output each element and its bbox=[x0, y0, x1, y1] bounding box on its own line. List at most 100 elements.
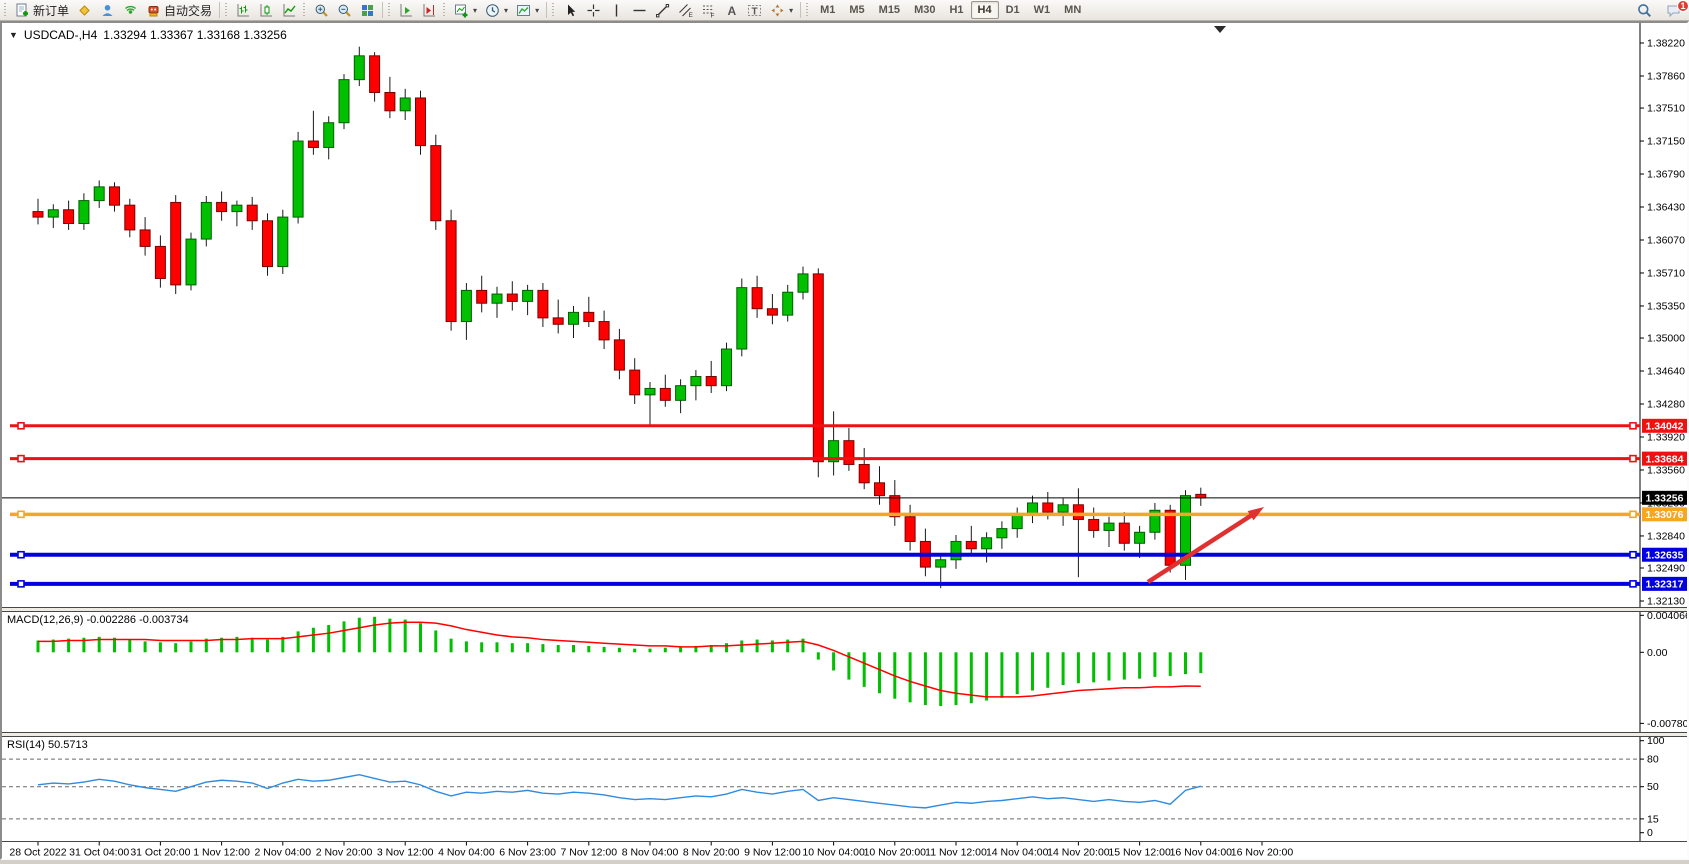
price-tag: 1.33076 bbox=[1642, 507, 1687, 522]
price-chart-pane[interactable]: 1.38220 1.37860 1.37510 1.37150 1.36790 1.364… bbox=[2, 23, 1687, 607]
signals-button[interactable] bbox=[119, 0, 142, 20]
new-chart-button[interactable]: ▾ bbox=[450, 0, 481, 20]
metaeditor-button[interactable] bbox=[73, 0, 96, 20]
zoom-in-icon bbox=[315, 4, 328, 17]
time-axis-label: 1 Nov 12:00 bbox=[193, 847, 250, 859]
vertical-line-button[interactable] bbox=[605, 0, 628, 20]
autotrading-button[interactable]: 自动交易 bbox=[142, 0, 216, 20]
tile-windows-button[interactable] bbox=[356, 0, 379, 20]
candlestick-chart-icon bbox=[260, 3, 273, 16]
svg-text:A: A bbox=[728, 4, 737, 18]
timeframe-mn-button[interactable]: MN bbox=[1064, 4, 1082, 16]
new-order-button[interactable]: 新订单 bbox=[11, 0, 73, 20]
pane-splitter-2[interactable] bbox=[2, 732, 1687, 737]
community-button[interactable] bbox=[96, 0, 119, 20]
text-icon: A bbox=[728, 4, 737, 18]
timeframe-m30-button[interactable]: M30 bbox=[914, 4, 936, 16]
rsi-canvas[interactable]: 100 80 50 15 0 bbox=[2, 735, 1687, 841]
chart-window: 1.38220 1.37860 1.37510 1.37150 1.36790 1.364… bbox=[0, 21, 1689, 860]
search-button[interactable] bbox=[1633, 1, 1656, 21]
time-axis-label: 7 Nov 12:00 bbox=[560, 847, 617, 859]
cursor-button[interactable] bbox=[559, 0, 582, 20]
periods-button[interactable]: ▾ bbox=[481, 0, 512, 20]
timeframe-m1-button[interactable]: M1 bbox=[820, 4, 836, 16]
pane-splitter[interactable] bbox=[2, 607, 1687, 612]
rsi-pane[interactable]: 100 80 50 15 0 RSI(14) 50.5713 bbox=[2, 735, 1687, 841]
line-chart-button[interactable] bbox=[278, 0, 301, 20]
notifications-button[interactable]: 1 bbox=[1662, 0, 1689, 21]
macd-label: MACD(12,26,9) -0.002286 -0.003734 bbox=[7, 614, 189, 626]
trend-arrow-annotation[interactable] bbox=[1146, 507, 1264, 584]
vline-icon bbox=[615, 4, 618, 16]
toolbar-grip bbox=[552, 3, 557, 17]
timeframe-w1-button[interactable]: W1 bbox=[1033, 4, 1051, 16]
zoom-out-button[interactable] bbox=[333, 0, 356, 20]
svg-text:1.32317: 1.32317 bbox=[1646, 579, 1684, 591]
hline-1.34042[interactable] bbox=[10, 422, 1640, 430]
text-button[interactable]: A bbox=[720, 0, 743, 20]
chart-dropdown-icon[interactable]: ▼ bbox=[9, 30, 18, 40]
price-tick-label: 1.35710 bbox=[1647, 267, 1685, 279]
time-axis-label: 28 Oct 2022 bbox=[9, 847, 66, 859]
hline-1.33684[interactable] bbox=[10, 454, 1640, 463]
search-icon bbox=[1638, 4, 1652, 18]
timeframe-m5-button[interactable]: M5 bbox=[849, 4, 865, 16]
hline-1.32317[interactable] bbox=[10, 580, 1640, 588]
hline-1.33076[interactable] bbox=[10, 510, 1640, 519]
svg-text:1.32635: 1.32635 bbox=[1646, 550, 1684, 562]
chart-shift-button[interactable] bbox=[418, 0, 441, 20]
equidistant-channel-button[interactable]: E bbox=[674, 0, 697, 20]
time-axis-label: 3 Nov 12:00 bbox=[377, 847, 434, 859]
timeframe-group: M1 M5 M15 M30 H1 H4 D1 W1 MN bbox=[813, 0, 1088, 20]
clock-icon bbox=[486, 3, 499, 17]
macd-canvas[interactable]: 0.004066 0.00 -0.007809 bbox=[2, 610, 1689, 732]
rsi-label: RSI(14) 50.5713 bbox=[7, 739, 88, 751]
channel-icon: E bbox=[679, 3, 693, 18]
time-axis-label: 2 Nov 20:00 bbox=[316, 847, 373, 859]
candlestick-chart-button[interactable] bbox=[255, 0, 278, 20]
time-axis-label: 9 Nov 12:00 bbox=[744, 847, 801, 859]
zoom-in-button[interactable] bbox=[310, 0, 333, 20]
price-tick-label: 1.32490 bbox=[1647, 563, 1685, 575]
macd-pane[interactable]: 0.004066 0.00 -0.007809 MACD(12,26,9) -0.0… bbox=[2, 610, 1689, 732]
toolbar-grip bbox=[806, 3, 811, 17]
time-axis[interactable]: 28 Oct 2022 31 Oct 04:00 31 Oct 20:00 1 Nov… bbox=[2, 841, 1687, 859]
timeframe-h1-button[interactable]: H1 bbox=[949, 4, 964, 16]
price-tick-label: 1.38220 bbox=[1647, 38, 1685, 50]
auto-scroll-button[interactable] bbox=[395, 0, 418, 20]
chart-shift-marker[interactable] bbox=[1214, 26, 1226, 33]
svg-text:F: F bbox=[711, 12, 715, 18]
bar-chart-button[interactable] bbox=[232, 0, 255, 20]
profiles-button[interactable]: ▾ bbox=[512, 0, 543, 20]
price-tag: 1.33684 bbox=[1642, 451, 1687, 466]
time-axis-label: 14 Nov 04:00 bbox=[986, 847, 1049, 859]
hline-icon bbox=[633, 9, 646, 11]
trendline-button[interactable] bbox=[651, 0, 674, 20]
time-axis-label: 10 Nov 20:00 bbox=[864, 847, 927, 859]
horizontal-line-button[interactable] bbox=[628, 0, 651, 20]
timeframe-h4-button[interactable]: H4 bbox=[970, 1, 999, 19]
text-label-button[interactable]: T bbox=[743, 0, 766, 20]
profiles-icon bbox=[517, 4, 531, 16]
arrows-button[interactable]: ▾ bbox=[766, 0, 797, 20]
macd-histogram bbox=[36, 616, 1203, 706]
svg-text:1.33076: 1.33076 bbox=[1646, 509, 1684, 521]
time-axis-label: 10 Nov 04:00 bbox=[802, 847, 865, 859]
toolbar-separator bbox=[382, 2, 384, 18]
crosshair-button[interactable] bbox=[582, 0, 605, 20]
svg-text:0.004066: 0.004066 bbox=[1647, 612, 1687, 622]
toolbar-grip bbox=[303, 3, 308, 17]
trade-group: 新订单 自动交易 bbox=[11, 0, 216, 20]
price-chart-canvas[interactable]: 1.38220 1.37860 1.37510 1.37150 1.36790 1.364… bbox=[2, 23, 1687, 607]
fibonacci-button[interactable]: F bbox=[697, 0, 720, 20]
svg-text:1.34042: 1.34042 bbox=[1646, 421, 1684, 433]
hline-1.32635[interactable] bbox=[10, 550, 1640, 559]
price-tick-label: 1.33920 bbox=[1647, 431, 1685, 443]
timeframe-d1-button[interactable]: D1 bbox=[1005, 4, 1020, 16]
time-axis-label: 6 Nov 23:00 bbox=[499, 847, 556, 859]
time-axis-label: 2 Nov 04:00 bbox=[254, 847, 311, 859]
timeframe-m15-button[interactable]: M15 bbox=[878, 4, 901, 16]
time-axis-label: 8 Nov 04:00 bbox=[622, 847, 679, 859]
toolbar-grip bbox=[4, 3, 8, 17]
time-axis-label: 16 Nov 04:00 bbox=[1170, 847, 1233, 859]
